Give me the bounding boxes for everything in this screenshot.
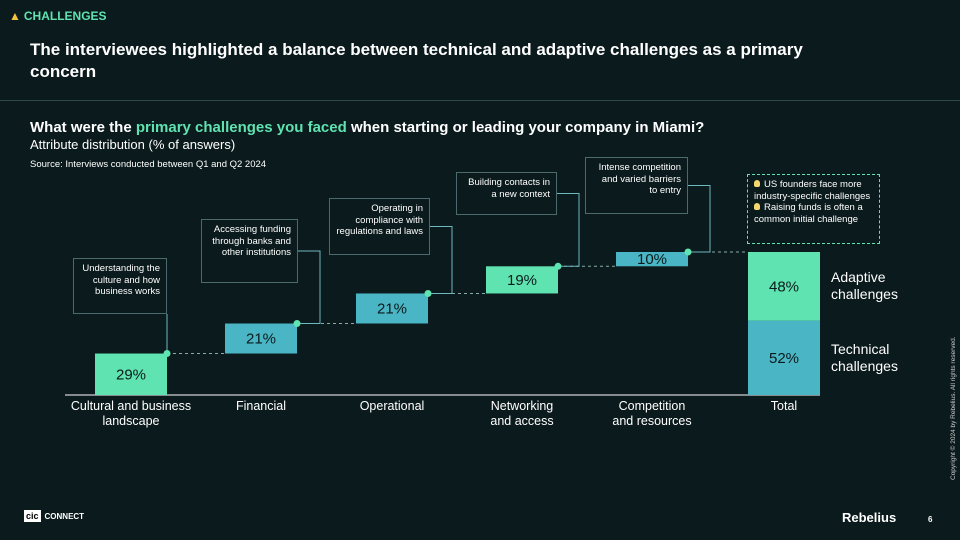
section-tag: ▲ CHALLENGES: [9, 9, 107, 23]
annotation-leader: [557, 193, 580, 267]
logo-mark: cic: [24, 510, 41, 522]
anchor-dot: [424, 289, 432, 297]
annotation-box: Operating in compliance with regulations…: [329, 198, 430, 255]
bar: [95, 353, 167, 395]
anchor-dot: [293, 320, 301, 327]
x-tick-label: Financial: [235, 399, 287, 413]
page-number: 6: [928, 515, 933, 524]
value-label: 21%: [377, 300, 407, 317]
anchor-dot: [554, 262, 562, 270]
note-text: Raising funds is often a common initial …: [754, 202, 863, 225]
logo-left: cic CONNECT: [24, 510, 84, 522]
copyright: Copyright © 2024 by Rebelius. All rights…: [950, 336, 957, 480]
annotation-leader: [428, 226, 453, 294]
annotation-box: Intense competition and varied barriers …: [585, 157, 688, 214]
bulb-icon: [754, 180, 760, 187]
question-text: when starting or leading your company in…: [346, 119, 705, 136]
annotation-leader: [688, 185, 711, 253]
legend-label: Technical challenges: [831, 340, 898, 374]
annotation-box: Understanding the culture and how busine…: [73, 258, 167, 314]
question-text: What were the: [30, 119, 136, 136]
annotation-box: Accessing funding through banks and othe…: [201, 219, 298, 283]
value-label: 10%: [637, 251, 667, 268]
logo-right: Rebelius: [842, 510, 897, 525]
x-tick-label: Total: [770, 399, 798, 413]
annotation-box: Building contacts in a new context: [456, 172, 557, 215]
logo-text: CONNECT: [44, 511, 85, 521]
value-label: 48%: [769, 278, 799, 295]
total-segment: [748, 252, 820, 321]
note: Raising funds is often a common initial …: [754, 202, 873, 225]
x-tick-label: Competition and resources: [612, 399, 692, 428]
total-segment: [748, 320, 820, 395]
x-tick-label: Cultural and business landscape: [70, 399, 192, 428]
bar: [616, 252, 688, 267]
bar: [356, 293, 428, 324]
bulb-icon: [754, 203, 760, 210]
anchor-dot: [684, 248, 692, 256]
tag-icon: ▲: [9, 9, 21, 23]
tag-text: CHALLENGES: [23, 9, 107, 23]
bar: [486, 266, 558, 294]
headline: The interviewees highlighted a balance b…: [30, 40, 803, 81]
note-box: US founders face more industry-specific …: [747, 174, 880, 244]
anchor-dot: [163, 350, 171, 358]
annotation-leader: [297, 250, 321, 324]
value-label: 29%: [116, 366, 146, 383]
bar: [225, 323, 297, 354]
question: What were the primary challenges you fac…: [30, 119, 704, 136]
subtitle: Attribute distribution (% of answers): [30, 137, 236, 152]
value-label: 19%: [507, 272, 537, 289]
source: Source: Interviews conducted between Q1 …: [30, 159, 267, 170]
x-tick-label: Operational: [359, 399, 425, 413]
value-label: 52%: [769, 350, 799, 367]
divider: [0, 100, 960, 101]
note: US founders face more industry-specific …: [754, 179, 873, 202]
question-highlight: primary challenges you faced: [135, 119, 347, 136]
legend-label: Adaptive challenges: [831, 269, 898, 303]
value-label: 21%: [246, 331, 276, 348]
note-text: US founders face more industry-specific …: [754, 179, 871, 202]
x-tick-label: Networking and access: [490, 399, 554, 428]
